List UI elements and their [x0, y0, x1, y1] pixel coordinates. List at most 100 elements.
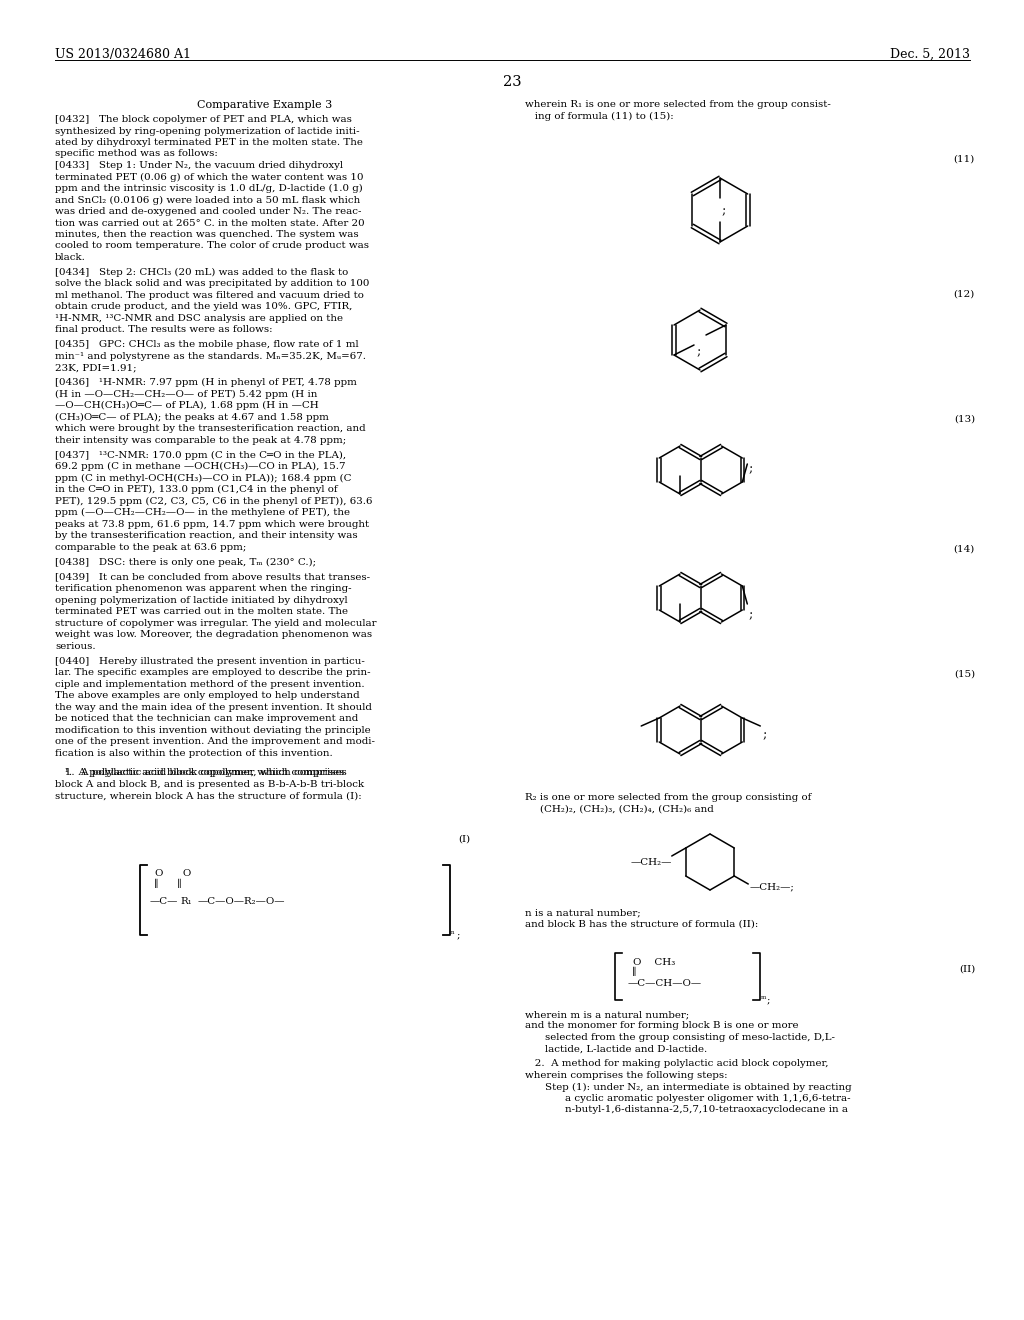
Text: R₁: R₁ [180, 898, 191, 906]
Text: ciple and implementation methord of the present invention.: ciple and implementation methord of the … [55, 680, 365, 689]
Text: ppm (—O—CH₂—CH₂—O— in the methylene of PET), the: ppm (—O—CH₂—CH₂—O— in the methylene of P… [55, 508, 350, 517]
Text: (13): (13) [954, 414, 975, 424]
Text: one of the present invention. And the improvement and modi-: one of the present invention. And the im… [55, 737, 375, 746]
Text: and block B has the structure of formula (II):: and block B has the structure of formula… [525, 920, 759, 928]
Text: structure of copolymer was irregular. The yield and molecular: structure of copolymer was irregular. Th… [55, 619, 377, 628]
Text: by the transesterification reaction, and their intensity was: by the transesterification reaction, and… [55, 531, 357, 540]
Text: (15): (15) [954, 671, 975, 678]
Text: in the C═O in PET), 133.0 ppm (C1,C4 in the phenyl of: in the C═O in PET), 133.0 ppm (C1,C4 in … [55, 486, 338, 495]
Text: weight was low. Moreover, the degradation phenomenon was: weight was low. Moreover, the degradatio… [55, 630, 372, 639]
Text: modification to this invention without deviating the principle: modification to this invention without d… [55, 726, 371, 735]
Text: comparable to the peak at 63.6 ppm;: comparable to the peak at 63.6 ppm; [55, 543, 247, 552]
Text: (CH₂)₂, (CH₂)₃, (CH₂)₄, (CH₂)₆ and: (CH₂)₂, (CH₂)₃, (CH₂)₄, (CH₂)₆ and [540, 804, 714, 813]
Text: [0437]   ¹³C-NMR: 170.0 ppm (C in the C═O in the PLA),: [0437] ¹³C-NMR: 170.0 ppm (C in the C═O … [55, 451, 346, 459]
Text: and SnCl₂ (0.0106 g) were loaded into a 50 mL flask which: and SnCl₂ (0.0106 g) were loaded into a … [55, 195, 360, 205]
Text: specific method was as follows:: specific method was as follows: [55, 149, 218, 158]
Text: [0439]   It can be concluded from above results that transes-: [0439] It can be concluded from above re… [55, 573, 370, 582]
Text: (CH₃)O═C— of PLA); the peaks at 4.67 and 1.58 ppm: (CH₃)O═C— of PLA); the peaks at 4.67 and… [55, 413, 329, 422]
Text: [0435]   GPC: CHCl₃ as the mobile phase, flow rate of 1 ml: [0435] GPC: CHCl₃ as the mobile phase, f… [55, 341, 358, 350]
Text: [0432]   The block copolymer of PET and PLA, which was: [0432] The block copolymer of PET and PL… [55, 115, 352, 124]
Text: [0440]   Hereby illustrated the present invention in particu-: [0440] Hereby illustrated the present in… [55, 656, 365, 665]
Text: (12): (12) [953, 290, 975, 300]
Text: wherein m is a natural number;: wherein m is a natural number; [525, 1010, 689, 1019]
Text: tion was carried out at 265° C. in the molten state. After 20: tion was carried out at 265° C. in the m… [55, 219, 365, 227]
Text: ml methanol. The product was filtered and vacuum dried to: ml methanol. The product was filtered an… [55, 290, 364, 300]
Text: cooled to room temperature. The color of crude product was: cooled to room temperature. The color of… [55, 242, 369, 251]
Text: opening polymerization of lactide initiated by dihydroxyl: opening polymerization of lactide initia… [55, 595, 347, 605]
Text: ated by dihydroxyl terminated PET in the molten state. The: ated by dihydroxyl terminated PET in the… [55, 139, 362, 147]
Text: [0436]   ¹H-NMR: 7.97 ppm (H in phenyl of PET, 4.78 ppm: [0436] ¹H-NMR: 7.97 ppm (H in phenyl of … [55, 379, 357, 388]
Text: lar. The specific examples are employed to describe the prin-: lar. The specific examples are employed … [55, 668, 371, 677]
Text: terminated PET (0.06 g) of which the water content was 10: terminated PET (0.06 g) of which the wat… [55, 173, 364, 182]
Text: n is a natural number;: n is a natural number; [525, 908, 641, 917]
Text: ∥      ∥: ∥ ∥ [154, 880, 181, 890]
Text: (II): (II) [958, 965, 975, 974]
Text: ;: ; [749, 609, 753, 620]
Text: n-butyl-1,6-distanna-2,5,7,10-tetraoxacyclodecane in a: n-butyl-1,6-distanna-2,5,7,10-tetraoxacy… [565, 1105, 848, 1114]
Text: be noticed that the technician can make improvement and: be noticed that the technician can make … [55, 714, 358, 723]
Text: 2.  A method for making polylactic acid block copolymer,: 2. A method for making polylactic acid b… [525, 1060, 828, 1068]
Text: ₘ: ₘ [761, 993, 767, 1001]
Text: ¹H-NMR, ¹³C-NMR and DSC analysis are applied on the: ¹H-NMR, ¹³C-NMR and DSC analysis are app… [55, 314, 343, 323]
Text: ppm (C in methyl-OCH(CH₃)—CO in PLA)); 168.4 ppm (C: ppm (C in methyl-OCH(CH₃)—CO in PLA)); 1… [55, 474, 351, 483]
Text: and the monomer for forming block B is one or more: and the monomer for forming block B is o… [525, 1022, 799, 1031]
Text: wherein comprises the following steps:: wherein comprises the following steps: [525, 1071, 728, 1080]
Text: ¹.  A polylactic acid block copolymer, which comprises: ¹. A polylactic acid block copolymer, wh… [55, 768, 344, 777]
Text: final product. The results were as follows:: final product. The results were as follo… [55, 326, 272, 334]
Text: ;: ; [749, 462, 753, 475]
Text: block A and block B, and is presented as B-b-A-b-B tri-block: block A and block B, and is presented as… [55, 780, 365, 788]
Text: Dec. 5, 2013: Dec. 5, 2013 [890, 48, 970, 61]
Text: which were brought by the transesterification reaction, and: which were brought by the transesterific… [55, 424, 366, 433]
Text: —O—CH(CH₃)O═C— of PLA), 1.68 ppm (H in —CH: —O—CH(CH₃)O═C— of PLA), 1.68 ppm (H in —… [55, 401, 318, 411]
Text: (H in —O—CH₂—CH₂—O— of PET) 5.42 ppm (H in: (H in —O—CH₂—CH₂—O— of PET) 5.42 ppm (H … [55, 389, 317, 399]
Text: 1.  A polylactic acid block copolymer, which comprises: 1. A polylactic acid block copolymer, wh… [55, 768, 347, 777]
Text: O      O: O O [155, 869, 191, 878]
Text: O    CH₃: O CH₃ [633, 958, 675, 968]
Text: synthesized by ring-opening polymerization of lactide initi-: synthesized by ring-opening polymerizati… [55, 127, 359, 136]
Text: Step (1): under N₂, an intermediate is obtained by reacting: Step (1): under N₂, an intermediate is o… [545, 1082, 852, 1092]
Text: wherein R₁ is one or more selected from the group consist-: wherein R₁ is one or more selected from … [525, 100, 830, 110]
Text: ing of formula (11) to (15):: ing of formula (11) to (15): [525, 111, 674, 120]
Text: PET), 129.5 ppm (C2, C3, C5, C6 in the phenyl of PET)), 63.6: PET), 129.5 ppm (C2, C3, C5, C6 in the p… [55, 496, 373, 506]
Text: —C—O—R₂—O—: —C—O—R₂—O— [198, 898, 286, 906]
Text: structure, wherein block A has the structure of formula (I):: structure, wherein block A has the struc… [55, 791, 361, 800]
Text: black.: black. [55, 253, 86, 261]
Text: ;: ; [722, 205, 726, 216]
Text: terification phenomenon was apparent when the ringing-: terification phenomenon was apparent whe… [55, 585, 351, 593]
Text: ;: ; [457, 931, 461, 939]
Text: The above examples are only employed to help understand: The above examples are only employed to … [55, 692, 359, 700]
Text: terminated PET was carried out in the molten state. The: terminated PET was carried out in the mo… [55, 607, 348, 616]
Text: 69.2 ppm (C in methane —OCH(CH₃)—CO in PLA), 15.7: 69.2 ppm (C in methane —OCH(CH₃)—CO in P… [55, 462, 345, 471]
Text: was dried and de-oxygened and cooled under N₂. The reac-: was dried and de-oxygened and cooled und… [55, 207, 361, 216]
Text: —C—CH—O—: —C—CH—O— [628, 979, 702, 987]
Text: [0433]   Step 1: Under N₂, the vacuum dried dihydroxyl: [0433] Step 1: Under N₂, the vacuum drie… [55, 161, 343, 170]
Text: —CH₂—;: —CH₂—; [750, 882, 795, 891]
Text: serious.: serious. [55, 642, 95, 651]
Text: selected from the group consisting of meso-lactide, D,L-: selected from the group consisting of me… [545, 1034, 835, 1041]
Text: ;: ; [696, 345, 700, 358]
Text: R₂ is one or more selected from the group consisting of: R₂ is one or more selected from the grou… [525, 793, 811, 803]
Text: US 2013/0324680 A1: US 2013/0324680 A1 [55, 48, 191, 61]
Text: obtain crude product, and the yield was 10%. GPC, FTIR,: obtain crude product, and the yield was … [55, 302, 352, 312]
Text: peaks at 73.8 ppm, 61.6 ppm, 14.7 ppm which were brought: peaks at 73.8 ppm, 61.6 ppm, 14.7 ppm wh… [55, 520, 369, 529]
Text: 23K, PDI=1.91;: 23K, PDI=1.91; [55, 363, 136, 372]
Text: —CH₂—: —CH₂— [631, 858, 672, 867]
Text: Comparative Example 3: Comparative Example 3 [198, 100, 333, 110]
Text: solve the black solid and was precipitated by addition to 100: solve the black solid and was precipitat… [55, 280, 370, 289]
Text: ₙ: ₙ [451, 927, 455, 936]
Text: [0438]   DSC: there is only one peak, Tₘ (230° C.);: [0438] DSC: there is only one peak, Tₘ (… [55, 558, 316, 566]
Text: a cyclic aromatic polyester oligomer with 1,1,6,6-tetra-: a cyclic aromatic polyester oligomer wit… [565, 1094, 851, 1104]
Text: ppm and the intrinsic viscosity is 1.0 dL/g, D-lactide (1.0 g): ppm and the intrinsic viscosity is 1.0 d… [55, 183, 362, 193]
Text: ;: ; [767, 995, 770, 1005]
Text: (14): (14) [953, 545, 975, 554]
Text: fication is also within the protection of this invention.: fication is also within the protection o… [55, 748, 333, 758]
Text: [0434]   Step 2: CHCl₃ (20 mL) was added to the flask to: [0434] Step 2: CHCl₃ (20 mL) was added t… [55, 268, 348, 277]
Text: (11): (11) [953, 154, 975, 164]
Text: min⁻¹ and polystyrene as the standards. Mₙ=35.2K, Mᵤ=67.: min⁻¹ and polystyrene as the standards. … [55, 352, 366, 360]
Text: the way and the main idea of the present invention. It should: the way and the main idea of the present… [55, 702, 372, 711]
Text: —C—: —C— [150, 898, 178, 906]
Text: (I): (I) [458, 836, 470, 843]
Text: ;: ; [762, 729, 767, 741]
Text: lactide, L-lactide and D-lactide.: lactide, L-lactide and D-lactide. [545, 1044, 708, 1053]
Text: minutes, then the reaction was quenched. The system was: minutes, then the reaction was quenched.… [55, 230, 358, 239]
